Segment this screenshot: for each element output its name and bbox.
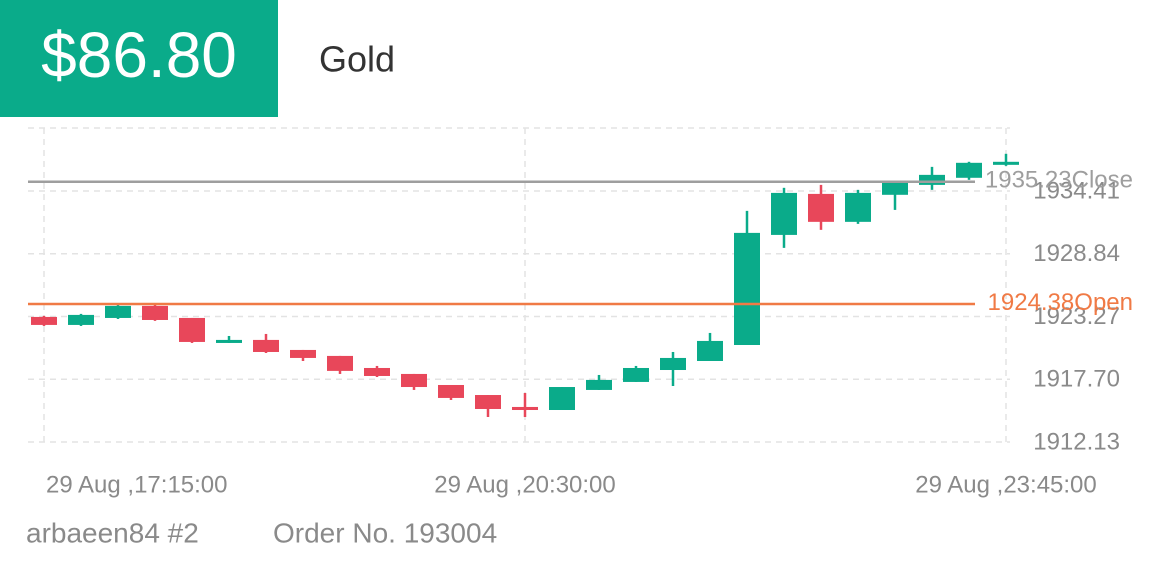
candle-body [623,367,649,382]
candle-body [179,317,205,342]
candle-body [586,379,612,390]
candle-body [771,192,797,235]
price: $86.80 [41,19,237,91]
candle-body [660,357,686,371]
candle-body [475,395,501,409]
reference-name: Open [1074,289,1133,316]
candle-body [919,174,945,185]
y-tick-label: 1923.27 [1033,303,1120,330]
candle-body [364,367,390,376]
candle-body [142,305,168,320]
candle-body [845,192,871,222]
reference-label: 1924.38Open [988,289,1133,316]
candle-body [290,349,316,358]
reference-name: Close [1072,167,1133,194]
candle-body [734,232,760,345]
reference-label: 1935.23Close [985,167,1133,194]
asset-title: Gold [319,39,395,80]
reference-value: 1935.23 [985,167,1072,194]
candle-body [697,340,723,361]
y-tick-label: 1917.70 [1033,366,1120,393]
x-tick-label: 29 Aug ,17:15:00 [46,471,228,498]
y-tick-label: 1912.13 [1033,428,1120,455]
candle-body [216,339,242,343]
reference-value: 1924.38 [988,289,1075,316]
x-tick-label: 29 Aug ,23:45:00 [915,471,1097,498]
candle-body [993,161,1019,165]
candle-body [512,406,538,411]
price-box [0,0,278,117]
candle-body [253,339,279,352]
candle-body [882,181,908,195]
candle-body [105,305,131,318]
candle-body [438,384,464,398]
candle-body [68,314,94,325]
order-number: Order No. 193004 [273,517,497,548]
y-tick-label: 1928.84 [1033,240,1120,267]
candle-body [327,355,353,371]
x-tick-label: 29 Aug ,20:30:00 [434,471,616,498]
candle-body [31,316,57,325]
candle-body [956,162,982,178]
y-tick-label: 1934.41 [1033,177,1120,204]
user: arbaeen84 #2 [26,517,199,548]
candle-body [549,387,575,411]
candle-body [808,193,834,222]
candle-body [401,373,427,388]
